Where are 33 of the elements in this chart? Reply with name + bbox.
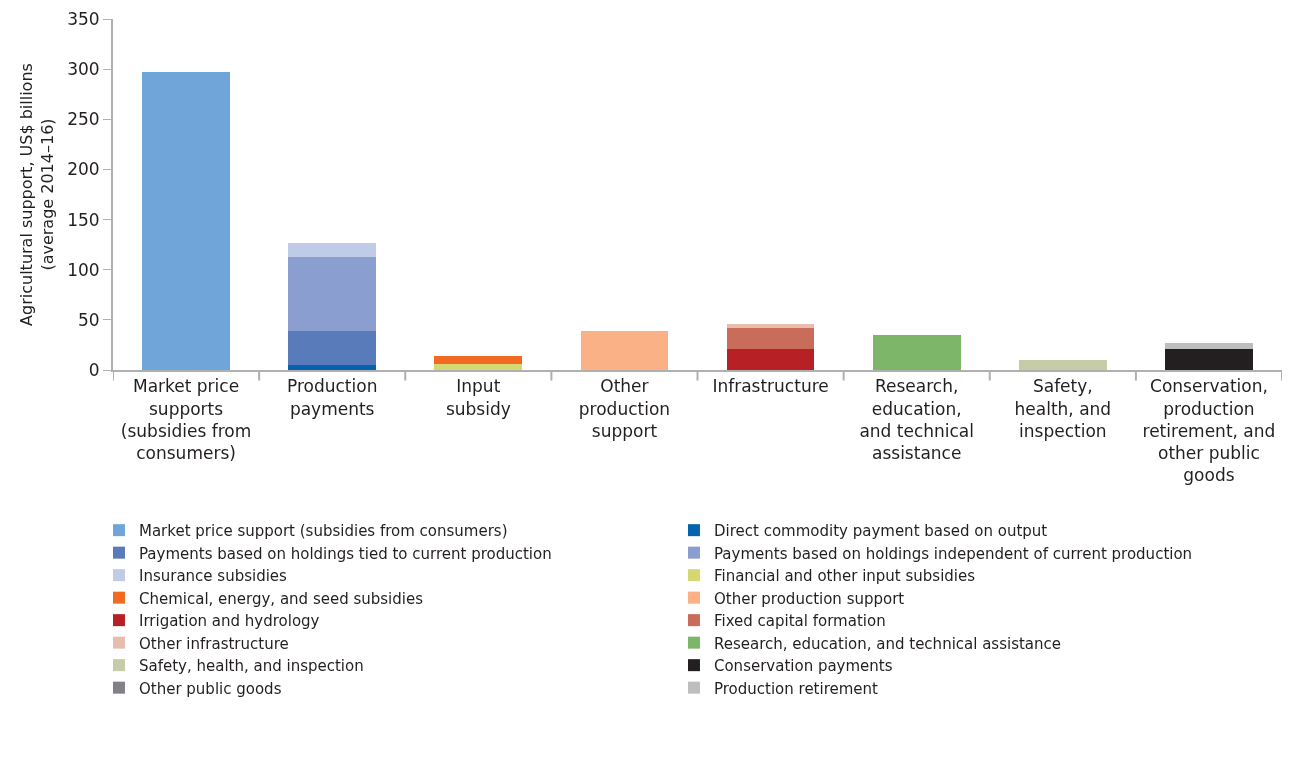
x-tick-label: Infrastructure: [712, 376, 829, 397]
x-tick-label: Market price supports (subsidies from consumers): [120, 376, 252, 463]
legend-label: Research, education, and technical assistance: [713, 634, 1062, 653]
y-tick-label: 300: [67, 59, 100, 80]
y-tick-label: 0: [88, 359, 100, 380]
legend-label: Payments based on holdings tied to current production: [138, 544, 552, 563]
legend-label: Chemical, energy, and seed subsidies: [138, 589, 424, 608]
x-tick-label: Input subsidy: [445, 376, 511, 419]
legend-label: Payments based on holdings independent of current production: [713, 544, 1193, 563]
legend-label: Irrigation and hydrology: [138, 612, 320, 631]
y-tick-label: 200: [67, 159, 100, 180]
legend-label: Fixed capital formation: [713, 612, 886, 631]
x-tick-label: Conservation, production retirement, and other public goods: [1142, 376, 1276, 485]
legend-label: Production retirement: [713, 679, 879, 698]
legend-label: Other public goods: [138, 679, 282, 698]
y-tick-label: 50: [77, 309, 100, 330]
legend-label: Market price support (subsidies from consumers): [138, 522, 508, 541]
legend-label: Direct commodity payment based on output: [713, 522, 1048, 541]
y-tick-label: 150: [67, 209, 100, 230]
legend-label: Conservation payments: [713, 657, 893, 676]
x-tick-label: Production payments: [286, 376, 378, 419]
y-tick-label: 250: [67, 109, 100, 130]
y-tick-label: 100: [67, 259, 100, 280]
legend-label: Insurance subsidies: [138, 567, 288, 586]
legend-label: Financial and other input subsidies: [713, 567, 976, 586]
y-axis-title: Agricultural support, US$ billions (average 2014–16): [16, 63, 57, 326]
legend-label: Other infrastructure: [138, 634, 289, 653]
legend-label: Other production support: [713, 589, 905, 608]
x-tick-label: Other production support: [578, 376, 671, 441]
x-tick-label: Safety, health, and inspection: [1014, 376, 1112, 441]
y-tick-label: 350: [67, 8, 100, 29]
legend-label: Safety, health, and inspection: [138, 657, 364, 676]
x-tick-label: Research, education, and technical assistance: [859, 376, 974, 463]
